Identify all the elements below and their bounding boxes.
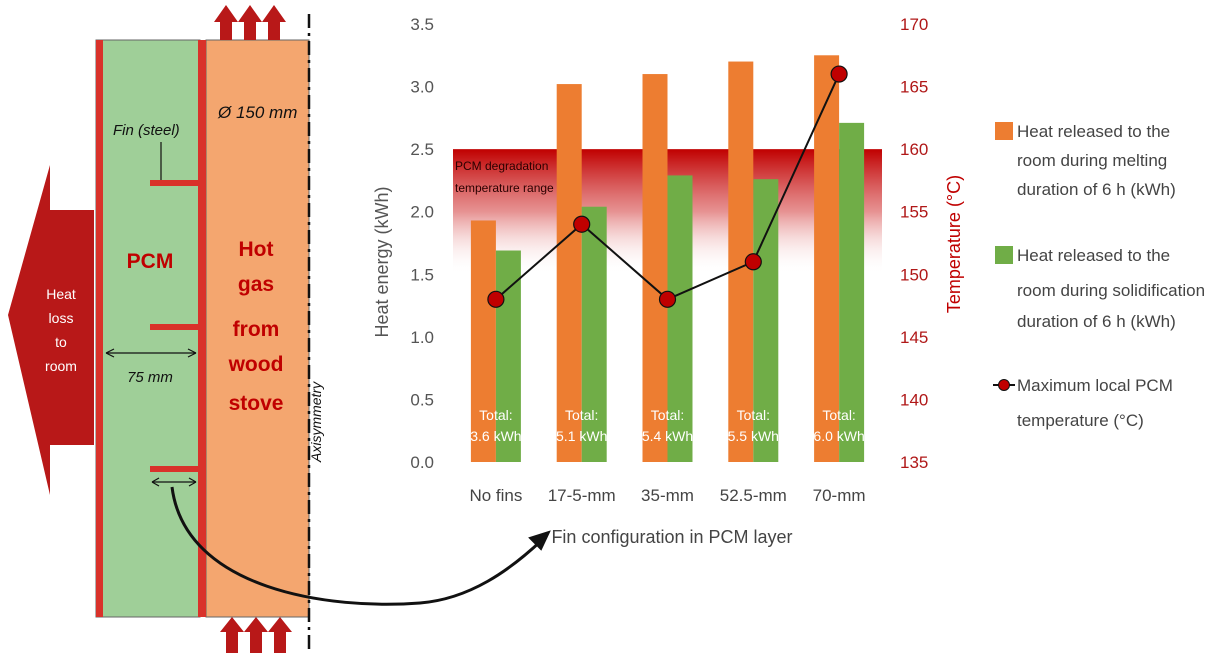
legend-swatch-melting (995, 122, 1013, 140)
bar-melting-1 (556, 84, 582, 462)
y2-tick-label: 140 (900, 390, 928, 409)
connector-arrowhead (528, 530, 551, 551)
bar-solidification-2 (667, 175, 693, 462)
legend-melting-line-2: room during melting (1017, 151, 1167, 170)
bar-solidification-3 (753, 179, 779, 463)
bar-melting-0 (470, 220, 496, 462)
category-ticks: No fins 17-5-mm 35-mm 52.5-mm 70-mm (469, 486, 865, 505)
bar-layer (470, 55, 865, 463)
x-tick-label-4: 70-mm (813, 486, 866, 505)
x-axis-title: Fin configuration in PCM layer (551, 527, 792, 547)
legend-melting-line-3: duration of 6 h (kWh) (1017, 180, 1176, 199)
band-label-line-2: temperature range (455, 181, 554, 195)
legend-marker-sample (998, 379, 1010, 391)
connector-arrow (170, 486, 544, 606)
y2-tick-label: 160 (900, 140, 928, 159)
legend-item-solidification: Heat released to the room during solidif… (995, 246, 1205, 331)
temperature-point-0 (487, 290, 505, 308)
x-tick-label-2: 35-mm (641, 486, 694, 505)
gas-line-4: wood (228, 353, 284, 376)
temperature-point-3 (744, 253, 762, 271)
y-tick-label: 0.5 (410, 390, 434, 409)
total-labels: Total: 3.6 kWh Total: 5.1 kWh Total: 5.4 kWh T… (470, 407, 865, 444)
x-tick-label-3: 52.5-mm (720, 486, 787, 505)
temperature-point-1 (573, 215, 591, 233)
heat-loss-arrow (8, 165, 94, 495)
legend-melting-line-1: Heat released to the (1017, 122, 1170, 141)
fin-bottom (150, 466, 200, 472)
x-tick-label-0: No fins (469, 486, 522, 505)
y-tick-label: 2.5 (410, 140, 434, 159)
outer-wall (96, 40, 103, 617)
total-label-3: Total: 5.5 kWh (728, 407, 779, 444)
legend-swatch-solidification (995, 246, 1013, 264)
legend-solid-line-1: Heat released to the (1017, 246, 1170, 265)
chart: PCM degradation temperature range Total:… (372, 15, 1205, 547)
bar-melting-4 (814, 55, 840, 463)
fin-length-dimension (151, 477, 197, 487)
heat-loss-label: Heat loss to room (45, 286, 77, 374)
gas-flow-arrows-top (214, 5, 286, 40)
y2-tick-label: 145 (900, 328, 928, 347)
axisymmetry-label: Axisymmetry (308, 381, 324, 463)
y2-tick-label: 165 (900, 78, 928, 97)
heat-loss-line-1: Heat (46, 286, 76, 302)
total-label-0: Total: 3.6 kWh (470, 407, 521, 444)
left-axis-ticks: 0.0 0.5 1.0 1.5 2.0 2.5 3.0 3.5 (410, 15, 434, 472)
hot-gas-label: Hot gas from wood stove (228, 238, 284, 415)
total-label-1: Total: 5.1 kWh (556, 407, 607, 444)
legend-item-melting: Heat released to the room during melting… (995, 122, 1176, 199)
bar-solidification-1 (581, 206, 607, 462)
y2-tick-label: 155 (900, 203, 928, 222)
heat-loss-line-2: loss (49, 310, 74, 326)
heat-loss-line-4: room (45, 358, 77, 374)
y2-tick-label: 170 (900, 15, 928, 34)
legend-solid-line-2: room during solidification (1017, 281, 1205, 300)
total-label-2: Total: 5.4 kWh (642, 407, 693, 444)
y2-tick-label: 150 (900, 265, 928, 284)
width-dimension (105, 348, 197, 358)
bar-solidification-4 (839, 122, 865, 462)
fin-label: Fin (steel) (113, 122, 180, 139)
y-tick-label: 0.0 (410, 453, 434, 472)
right-axis-ticks: 135 140 145 150 155 160 165 170 (900, 15, 928, 472)
fin-middle (150, 324, 200, 330)
diameter-label: Ø 150 mm (217, 103, 297, 122)
x-tick-label-1: 17-5-mm (548, 486, 616, 505)
temperature-point-4 (830, 65, 848, 83)
y-axis-title: Heat energy (kWh) (372, 186, 392, 337)
y-tick-label: 3.5 (410, 15, 434, 34)
y2-tick-label: 135 (900, 453, 928, 472)
y-tick-label: 1.0 (410, 328, 434, 347)
temperature-point-2 (658, 290, 677, 308)
y2-axis-title: Temperature (°C) (944, 175, 964, 313)
pcm-label: PCM (127, 250, 174, 273)
gas-flow-arrows-bottom (220, 617, 292, 653)
inner-wall (198, 40, 206, 617)
bar-melting-2 (642, 74, 668, 463)
fin-top (150, 180, 200, 186)
gas-line-2: gas (238, 273, 274, 296)
y-tick-label: 2.0 (410, 203, 434, 222)
gas-line-5: stove (229, 392, 284, 415)
bar-solidification-0 (495, 250, 521, 462)
pcm-heat-exchanger-schematic: Heat loss to room Fin (8, 5, 551, 653)
legend-temp-line-1: Maximum local PCM (1017, 376, 1173, 395)
hot-gas-region (205, 39, 310, 618)
heat-loss-line-3: to (55, 334, 67, 350)
legend-solid-line-3: duration of 6 h (kWh) (1017, 312, 1176, 331)
width-label: 75 mm (127, 369, 173, 386)
gas-line-3: from (233, 318, 280, 341)
band-label-line-1: PCM degradation (455, 159, 548, 173)
gas-line-1: Hot (239, 238, 274, 261)
legend-item-temperature: Maximum local PCM temperature (°C) (993, 376, 1173, 430)
y-tick-label: 3.0 (410, 78, 434, 97)
legend: Heat released to the room during melting… (993, 122, 1205, 430)
total-label-4: Total: 6.0 kWh (813, 407, 864, 444)
y-tick-label: 1.5 (410, 265, 434, 284)
legend-temp-line-2: temperature (°C) (1017, 411, 1144, 430)
temperature-line-layer (487, 65, 848, 308)
